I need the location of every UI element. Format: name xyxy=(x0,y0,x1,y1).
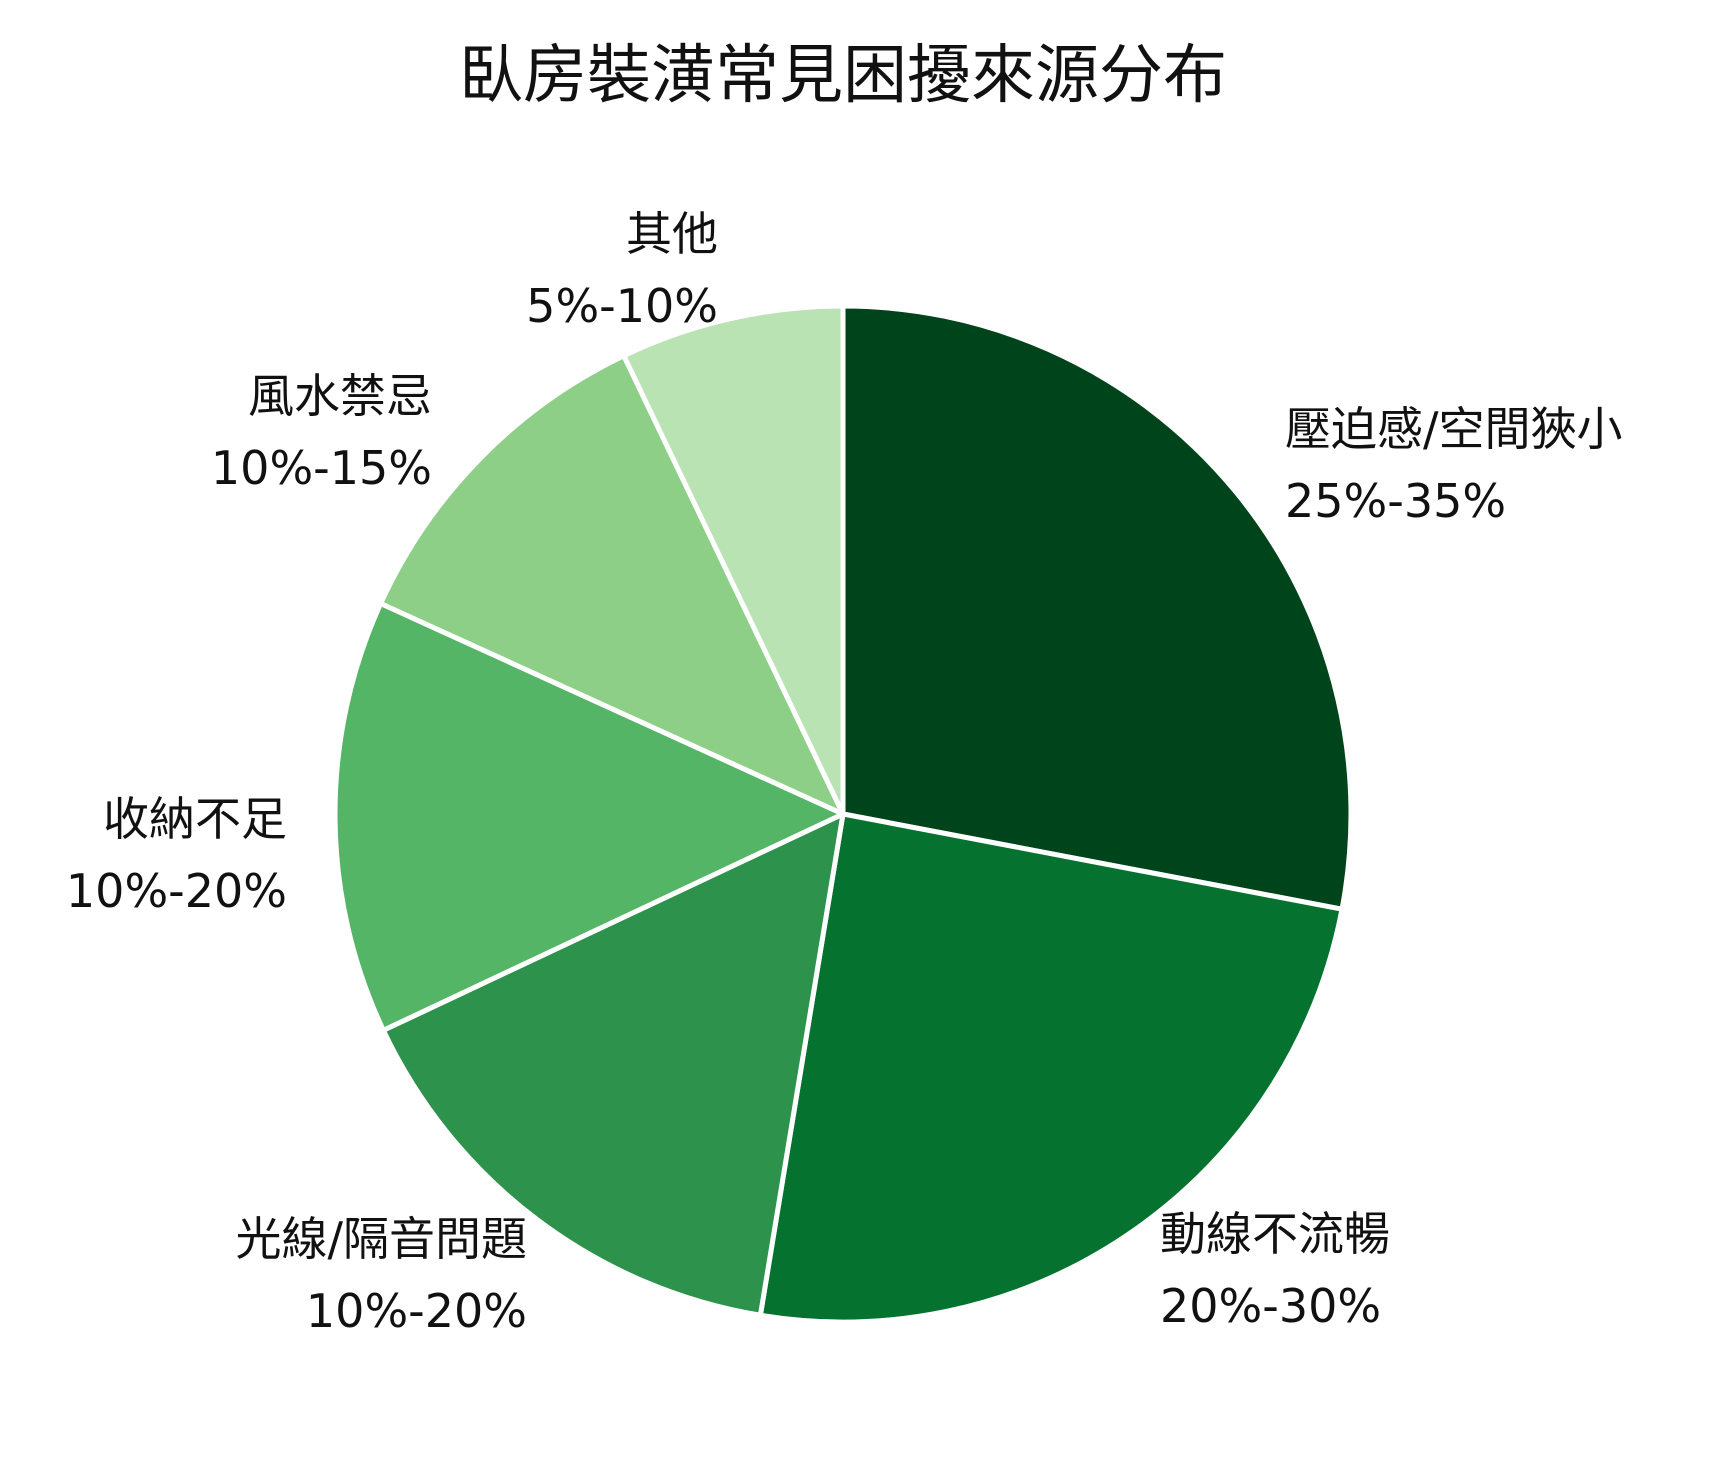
slice-range-label: 5%-10% xyxy=(526,279,718,333)
pie-slice xyxy=(332,601,846,1033)
slice-range-label: 20%-30% xyxy=(1160,1279,1381,1333)
slice-range-label: 10%-20% xyxy=(66,864,287,918)
slice-label: 壓迫感/空間狹小 xyxy=(1285,402,1623,456)
slice-range-label: 25%-35% xyxy=(1285,474,1506,528)
pie-slices xyxy=(332,303,1354,1325)
slice-range-label: 10%-20% xyxy=(306,1284,527,1338)
pie-slice xyxy=(378,353,846,817)
pie-slice xyxy=(380,811,846,1318)
pie-slice xyxy=(621,303,846,817)
slice-label: 動線不流暢 xyxy=(1160,1207,1390,1261)
slice-label: 收納不足 xyxy=(103,792,287,846)
slice-label: 其他 xyxy=(626,207,718,261)
pie-slice xyxy=(757,811,1345,1325)
slice-label: 光線/隔音問題 xyxy=(236,1212,528,1266)
pie-labels: 壓迫感/空間狹小 25%-35% 動線不流暢 20%-30% 光線/隔音問題 10%-20… xyxy=(66,207,1623,1338)
pie-slice xyxy=(840,303,1354,912)
chart-title: 臥房裝潢常見困擾來源分布 xyxy=(459,39,1227,113)
slice-label: 風水禁忌 xyxy=(248,369,432,423)
slice-range-label: 10%-15% xyxy=(211,441,432,495)
